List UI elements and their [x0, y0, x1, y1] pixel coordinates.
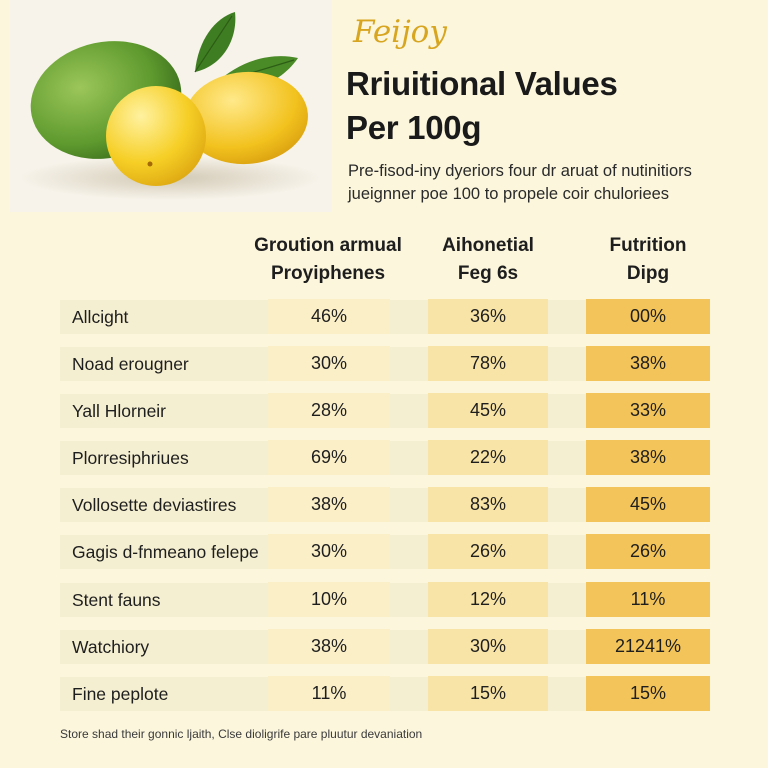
column-header-2-line-1: Aihonetial [442, 235, 534, 256]
table-row: Noad erougner 30% 78% 38% [60, 343, 720, 390]
table-row: Plorresiphriues 69% 22% 38% [60, 437, 720, 484]
cell-column-3: 38% [586, 346, 710, 382]
footnote: Store shad their gonnic ljaith, Clse dio… [60, 727, 423, 741]
table-row: Allcight 46% 36% 00% [60, 296, 720, 343]
cell-column-2: 45% [428, 393, 548, 429]
subtitle-line-2: jueignner poe 100 to propele coir chulor… [348, 185, 670, 203]
column-header-3: Futrition Dipg [576, 232, 720, 288]
row-label: Yall Hlorneir [72, 401, 167, 422]
row-label: Allcight [72, 307, 129, 327]
row-label: Fine peplote [72, 683, 169, 704]
table-row: Fine peplote 11% 15% 15% [60, 673, 720, 720]
row-label: Vollosette deviastires [72, 495, 237, 516]
cell-column-2: 78% [428, 346, 548, 382]
column-header-3-line-1: Futrition [609, 235, 687, 256]
nutrition-table: Allcight 46% 36% 00% Noad erougner 30% 7… [60, 296, 720, 720]
cell-column-1: 10% [268, 581, 390, 617]
row-label: Gagis d-fnmeano felepe [72, 542, 259, 563]
row-label: Noad erougner [72, 354, 189, 375]
title-line-2: Per 100g [346, 109, 482, 146]
title-line-1: Rriuitional Values [346, 65, 618, 102]
brand-name: Feijoy [353, 14, 447, 50]
table-row: Gagis d-fnmeano felepe 30% 26% 26% [60, 531, 720, 578]
cell-column-2: 22% [428, 440, 548, 476]
page-subtitle: Pre-fisod-iny dyeriors four dr aruat of … [348, 160, 768, 206]
cell-column-2: 26% [428, 534, 548, 570]
cell-column-1: 46% [268, 299, 390, 334]
cell-column-3: 45% [586, 487, 710, 523]
column-header-1-line-2: Proyiphenes [270, 263, 386, 284]
cell-column-2: 12% [428, 581, 548, 617]
table-row: Stent fauns 10% 12% 11% [60, 579, 720, 626]
cell-column-2: 30% [428, 628, 548, 664]
cell-column-1: 30% [268, 534, 390, 570]
fruit-image [10, 0, 332, 212]
feijoa-fruit-illustration [20, 12, 320, 200]
cell-column-3: 38% [586, 440, 710, 476]
row-label: Stent fauns [72, 589, 161, 610]
table-row: Watchiory 38% 30% 21241% [60, 626, 720, 673]
column-header-1: Groution armual Proyiphenes [240, 232, 416, 288]
table-row: Yall Hlorneir 28% 45% 33% [60, 390, 720, 437]
column-header-3-line-2: Dipg [626, 263, 670, 284]
cell-column-3: 26% [586, 534, 710, 570]
cell-column-3: 00% [586, 299, 710, 334]
cell-column-2: 15% [428, 675, 548, 711]
table-row: Vollosette deviastires 38% 83% 45% [60, 484, 720, 531]
cell-column-3: 33% [586, 393, 710, 429]
cell-column-3: 21241% [586, 628, 710, 664]
column-header-1-line-1: Groution armual [254, 235, 402, 256]
row-label: Plorresiphriues [72, 448, 189, 469]
cell-column-1: 30% [268, 346, 390, 382]
cell-column-1: 38% [268, 628, 390, 664]
cell-column-3: 15% [586, 675, 710, 711]
cell-column-1: 28% [268, 393, 390, 429]
column-header-2: Aihonetial Feg 6s [420, 232, 556, 288]
cell-column-2: 36% [428, 299, 548, 334]
subtitle-line-1: Pre-fisod-iny dyeriors four dr aruat of … [348, 162, 692, 180]
cell-column-2: 83% [428, 487, 548, 523]
page-title: Rriuitional Values Per 100g [346, 62, 618, 150]
cell-column-1: 38% [268, 487, 390, 523]
column-header-2-line-2: Feg 6s [457, 263, 519, 284]
row-label: Watchiory [72, 636, 150, 657]
cell-column-3: 11% [586, 581, 710, 617]
cell-column-1: 69% [268, 440, 390, 476]
cell-column-1: 11% [268, 675, 390, 711]
